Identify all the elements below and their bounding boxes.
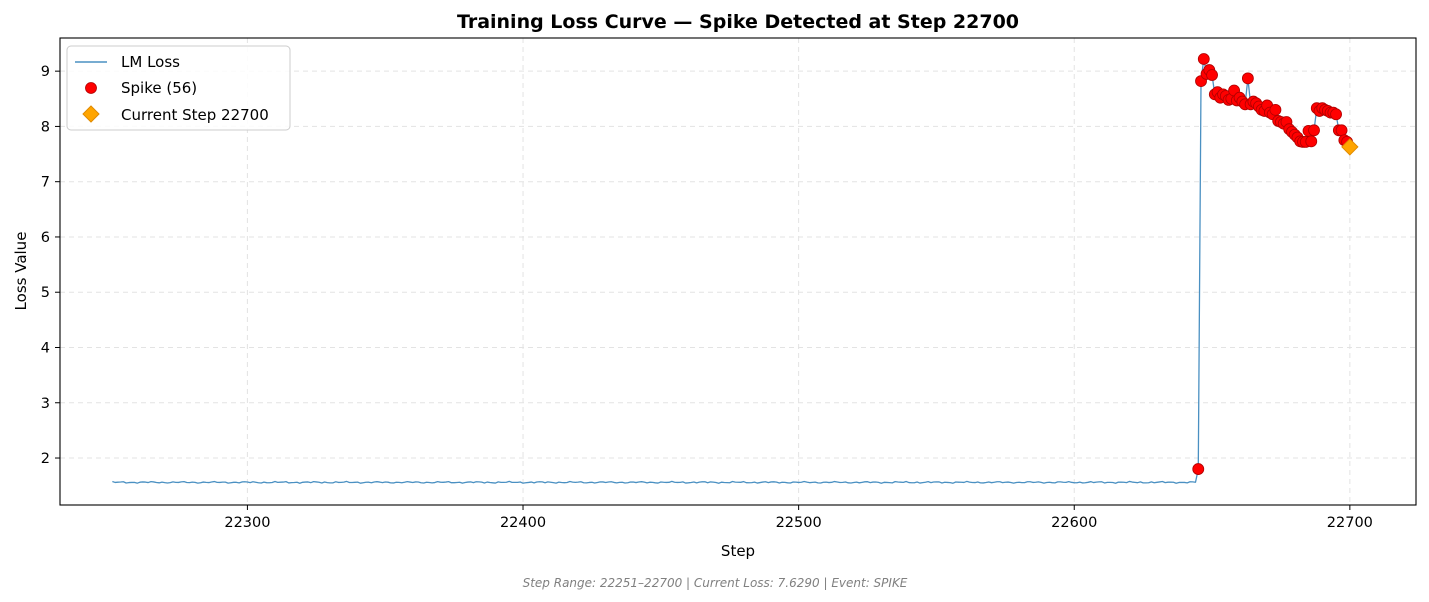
legend-box <box>66 45 291 131</box>
spike-point <box>1335 124 1348 137</box>
grid-lines <box>60 38 1416 505</box>
chart-title: Training Loss Curve — Spike Detected at … <box>457 11 1019 33</box>
x-axis-label: Step <box>721 542 755 560</box>
x-tick-label: 22700 <box>1327 515 1373 531</box>
y-tick-label: 9 <box>41 64 50 80</box>
y-tick-label: 6 <box>41 230 50 246</box>
legend-spike-marker <box>85 82 97 94</box>
y-axis-label: Loss Value <box>12 232 30 311</box>
spike-point <box>1269 103 1282 116</box>
lm-loss-line <box>112 58 1351 484</box>
series-layer <box>112 53 1359 484</box>
footer-note: Step Range: 22251–22700 | Current Loss: … <box>523 576 908 590</box>
x-tick-label: 22300 <box>224 515 270 531</box>
x-tick-label: 22400 <box>500 515 546 531</box>
y-tick-label: 2 <box>41 451 50 467</box>
legend-current-marker <box>82 105 100 123</box>
plot-frame <box>59 37 1417 506</box>
legend: LM Loss Spike (56) Current Step 22700 <box>66 45 291 131</box>
x-tick-label: 22500 <box>776 515 822 531</box>
current-step-marker <box>1341 138 1359 156</box>
spike-point <box>1206 69 1218 81</box>
y-tick-label: 3 <box>41 396 50 412</box>
spike-point <box>1330 108 1342 121</box>
spike-point <box>1241 72 1254 85</box>
axis-ticks: 22300 22400 22500 22600 22700 2 3 4 5 6 7 8 9 <box>41 64 1373 531</box>
legend-label-lm-loss: LM Loss <box>121 53 180 71</box>
y-tick-label: 5 <box>41 285 50 301</box>
legend-label-spike: Spike (56) <box>121 79 197 97</box>
spike-point <box>1305 135 1318 148</box>
y-tick-label: 8 <box>41 119 50 135</box>
spike-point <box>1308 124 1320 137</box>
x-tick-label: 22600 <box>1051 515 1097 531</box>
legend-label-current: Current Step 22700 <box>121 106 269 124</box>
spike-point <box>1192 463 1205 475</box>
y-tick-label: 4 <box>41 340 50 356</box>
spike-point <box>1197 53 1210 65</box>
y-tick-label: 7 <box>41 175 50 191</box>
